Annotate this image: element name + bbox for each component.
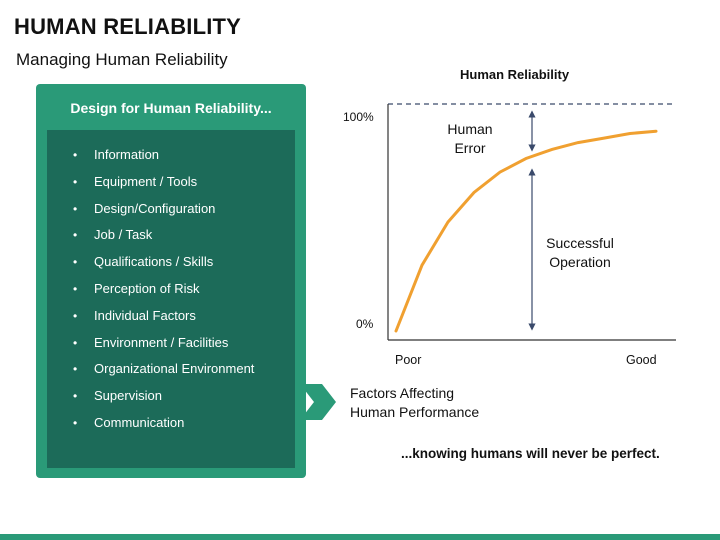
tagline: ...knowing humans will never be perfect. [401,446,660,461]
chart-title: Human Reliability [460,67,570,82]
bullet-icon: • [73,201,78,216]
list-item: • Perception of Risk [47,280,295,307]
list-item-label: Information [94,147,160,162]
list-item-label: Supervision [94,388,162,404]
design-panel: Design for Human Reliability... • Informa… [36,84,306,478]
factor-list: • Information • Equipment / Tools • Design/… [47,130,295,441]
chevron-right-icon [300,384,336,420]
list-item: • Environment / Facilities [47,334,295,361]
chevron-shape [300,384,336,420]
list-item: • Job / Task [47,226,295,253]
list-item: • Information [47,146,295,173]
list-item: • Organizational Environment [47,360,295,387]
list-item: • Individual Factors [47,307,295,334]
bullet-icon: • [73,389,78,404]
annotation-line: Operation [549,254,611,270]
list-item-label: Individual Factors [94,307,196,323]
bullet-icon: • [73,415,78,430]
factor-list-box: • Information • Equipment / Tools • Design/… [47,130,295,468]
list-item-label: Job / Task [94,227,153,243]
list-item: • Supervision [47,387,295,414]
factors-caption-line: Human Performance [350,404,480,420]
list-item-label: Design/Configuration [94,200,216,216]
annotation-line: Error [454,140,486,156]
panel-heading: Design for Human Reliability... [70,100,272,116]
bullet-icon: • [73,308,78,323]
list-item-label: Environment / Facilities [94,334,229,350]
list-item-label: Qualifications / Skills [94,254,214,270]
bullet-icon: • [73,148,78,162]
page-title: HUMAN RELIABILITY [14,14,242,39]
annotation-line: Successful [546,235,614,251]
bullet-icon: • [73,281,78,296]
list-item-label: Organizational Environment [94,361,255,377]
list-item: • Equipment / Tools [47,173,295,200]
list-item-label: Communication [94,414,185,430]
successful-operation-label: Successful Operation [540,234,620,272]
list-item: • Communication [47,414,295,441]
factors-caption-line: Factors Affecting [350,385,455,401]
list-item-label: Perception of Risk [94,280,200,296]
bullet-icon: • [73,174,78,189]
factors-caption: Factors Affecting Human Performance [350,384,479,422]
page-subtitle: Managing Human Reliability [16,50,228,69]
footer-bar [0,534,720,540]
y-tick-label: 0% [356,317,374,331]
bullet-icon: • [73,255,78,270]
bullet-icon: • [73,362,78,377]
human-error-label: Human Error [436,120,504,158]
x-tick-label: Poor [395,353,422,367]
x-tick-label: Good [626,353,657,367]
list-item-label: Equipment / Tools [94,173,198,189]
list-item: • Qualifications / Skills [47,253,295,280]
y-tick-label: 100% [343,110,374,124]
bullet-icon: • [73,228,78,243]
list-item: • Design/Configuration [47,200,295,227]
reliability-curve [394,129,658,333]
annotation-line: Human [447,121,493,137]
bullet-icon: • [73,335,78,350]
